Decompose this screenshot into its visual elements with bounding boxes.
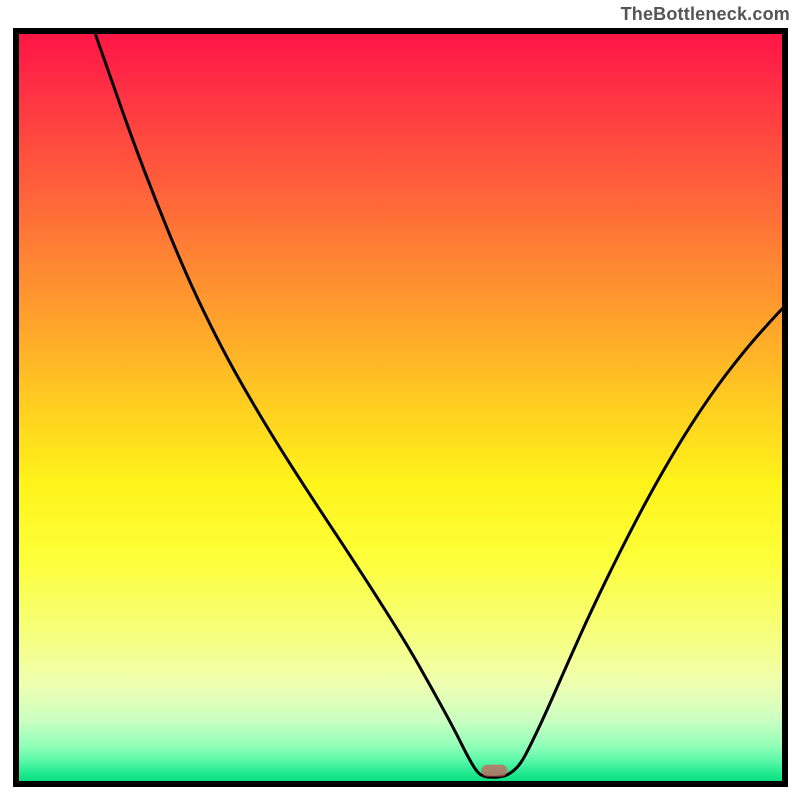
- bottleneck-curve: [95, 34, 782, 777]
- optimal-point-marker: [482, 764, 507, 777]
- curve-layer: [19, 34, 782, 781]
- attribution-text: TheBottleneck.com: [621, 4, 790, 25]
- plot-area: [13, 28, 788, 787]
- chart-root: TheBottleneck.com: [0, 0, 800, 800]
